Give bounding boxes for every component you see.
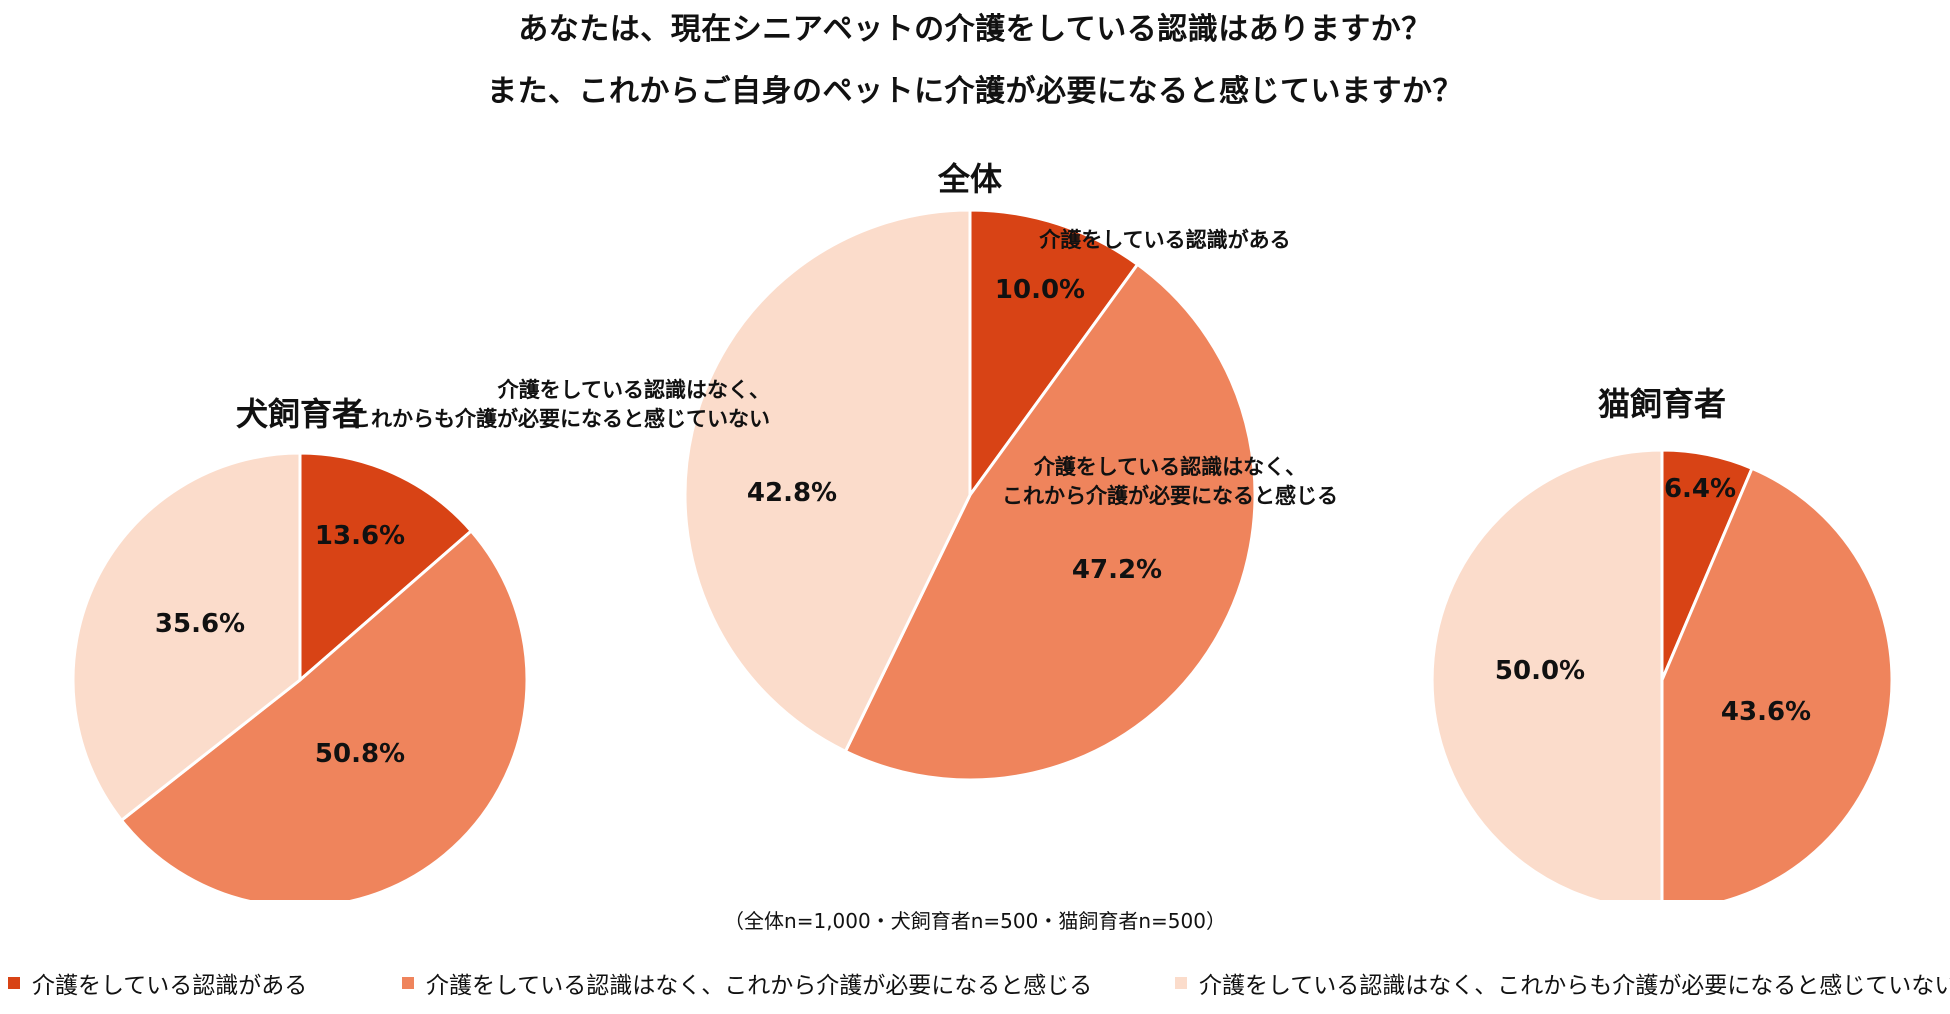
pie-slice-no-need xyxy=(71,451,302,823)
pie-slice-aware xyxy=(298,451,474,684)
legend-item-will-need: 介護をしている認識はなく、これから介護が必要になると感じる xyxy=(402,966,1092,1000)
pie-title: 猫飼育者 xyxy=(1598,385,1726,423)
value-label-aware: 10.0% xyxy=(995,275,1085,305)
value-label-will-need: 47.2% xyxy=(1072,555,1162,585)
legend: 介護をしている認識がある 介護をしている認識はなく、これから介護が必要になると感… xyxy=(0,966,1950,1006)
pie-slice-will-need xyxy=(1660,466,1894,900)
pie-title: 全体 xyxy=(937,160,1002,198)
pie-slice-will-need xyxy=(843,262,1257,782)
category-label-aware: 介護をしている認識がある xyxy=(1038,228,1290,252)
chart-title-line-1: あなたは、現在シニアペットの介護をしている認識はありますか？ xyxy=(518,12,1432,47)
pie-title: 犬飼育者 xyxy=(236,395,364,433)
pie-slice-no-need xyxy=(683,208,972,754)
pie-chart-3: 猫飼育者 6.4% 43.6% 50.0% xyxy=(1430,385,1894,900)
legend-item-aware: 介護をしている認識がある xyxy=(8,966,307,1000)
value-label-aware: 6.4% xyxy=(1664,474,1736,504)
legend-label-will-need: 介護をしている認識はなく、これから介護が必要になると感じる xyxy=(426,973,1093,999)
value-label-no-need: 42.8% xyxy=(747,478,837,508)
chart-title-line-2: また、これからご自身のペットに介護が必要になると感じていますか？ xyxy=(487,74,1463,109)
legend-label-aware: 介護をしている認識がある xyxy=(32,973,308,999)
pie-slice-will-need xyxy=(119,528,529,900)
value-label-will-need: 50.8% xyxy=(315,739,405,769)
value-label-no-need: 50.0% xyxy=(1495,656,1585,686)
sample-size-note: （全体n=1,000・犬飼育者n=500・猫飼育者n=500） xyxy=(724,909,1226,933)
legend-label-no-need: 介護をしている認識はなく、これからも介護が必要になると感じていない xyxy=(1199,973,1950,999)
legend-swatch-aware xyxy=(8,977,20,989)
category-label-no-need: 介護をしている認識はなく、 xyxy=(497,378,770,402)
legend-swatch-no-need xyxy=(1175,977,1187,989)
legend-swatch-will-need xyxy=(402,977,414,989)
value-label-no-need: 35.6% xyxy=(155,609,245,639)
pie-charts: 全体 10.0% 47.2% 42.8% 介護をしている認識がある介護をしている認識はな… xyxy=(71,160,1894,900)
pie-slice-no-need xyxy=(1430,448,1664,900)
legend-item-no-need: 介護をしている認識はなく、これからも介護が必要になると感じていない xyxy=(1175,966,1950,1000)
pie-chart-2: 犬飼育者 13.6% 50.8% 35.6% xyxy=(71,395,529,900)
value-label-will-need: 43.6% xyxy=(1721,697,1811,727)
value-label-aware: 13.6% xyxy=(315,521,405,551)
category-label-no-need: これからも介護が必要になると感じていない xyxy=(350,407,770,431)
category-label-will-need: 介護をしている認識はなく、 xyxy=(1033,455,1306,479)
pie-slice-aware xyxy=(968,208,1140,500)
category-label-will-need: これから介護が必要になると感じる xyxy=(1002,484,1338,508)
pie-chart-1: 全体 10.0% 47.2% 42.8% 介護をしている認識がある介護をしている認識はな… xyxy=(350,160,1338,782)
